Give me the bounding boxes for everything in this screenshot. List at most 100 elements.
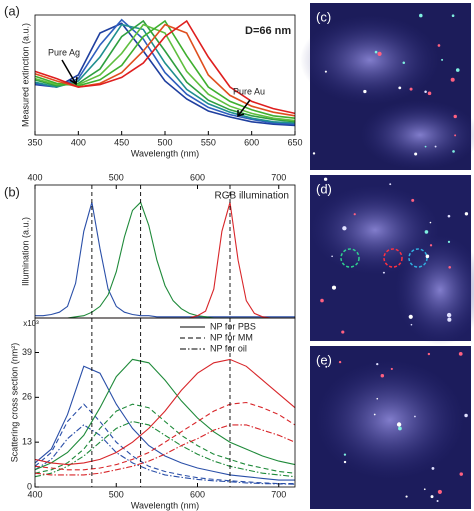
particles: [312, 13, 469, 503]
particle: [446, 312, 452, 318]
particle: [382, 271, 385, 274]
particle: [312, 152, 316, 155]
panel-label: (d): [316, 181, 332, 196]
annotation: RGB illumination: [215, 191, 289, 202]
x-tick-label: 700: [271, 172, 286, 182]
x-tick-label: 400: [71, 137, 86, 147]
particle: [452, 150, 455, 153]
x-tick-label: 700: [271, 489, 286, 499]
particle: [373, 413, 376, 416]
particle: [453, 114, 457, 119]
series-line: [34, 420, 296, 478]
particle: [363, 89, 367, 94]
particle: [425, 254, 430, 259]
x-tick-label: 500: [109, 172, 124, 182]
particle: [434, 145, 437, 148]
y-tick-label: 0: [27, 481, 32, 491]
particle: [320, 298, 324, 303]
particle: [436, 500, 439, 503]
particle: [441, 58, 444, 61]
y-tick-label: 13: [22, 437, 32, 447]
particle: [429, 221, 432, 224]
annotation: Pure Au: [233, 86, 265, 96]
annotation: D=66 nm: [245, 25, 291, 37]
particle: [419, 13, 423, 18]
particle: [331, 285, 337, 290]
particle: [343, 460, 347, 464]
particle: [464, 212, 469, 216]
y-tick-label: 26: [22, 392, 32, 402]
legend-label: NP for oil: [210, 343, 247, 353]
particle: [398, 86, 402, 90]
particle: [429, 244, 433, 247]
particle: [423, 488, 426, 491]
annotation: Pure Ag: [48, 47, 80, 57]
x-tick-label: 600: [190, 489, 205, 499]
micrograph-e: [310, 346, 471, 509]
particle: [338, 360, 342, 364]
particle: [414, 415, 416, 418]
arrow: [61, 59, 78, 86]
particle: [396, 422, 402, 427]
x-tick-label: 500: [109, 489, 124, 499]
series-line: [34, 403, 295, 485]
series-line: [35, 202, 295, 319]
x-tick-label: 350: [27, 137, 42, 147]
particle: [374, 50, 378, 54]
series-line: [35, 202, 295, 318]
plot-frame: [34, 317, 296, 488]
particle: [424, 230, 429, 234]
panel-label: (b): [4, 184, 20, 199]
particle: [380, 374, 385, 378]
series-line: [34, 23, 296, 122]
series-line: [34, 365, 295, 481]
x-axis-label: Wavelength (nm): [131, 148, 199, 158]
y-multiplier: x10³: [23, 319, 39, 328]
y-axis-label: Scattering cross section (nm²): [9, 343, 19, 463]
particle: [459, 472, 463, 476]
panel-label: (c): [316, 9, 331, 24]
y-axis-label: Illumination (a.u.): [20, 217, 30, 286]
particle: [331, 255, 333, 258]
particle: [464, 413, 468, 418]
panel-label: (a): [4, 3, 20, 18]
series-line: [34, 18, 296, 125]
particle: [398, 426, 402, 431]
series-line: [34, 424, 296, 476]
particle: [376, 397, 379, 400]
plot-frame: [34, 184, 296, 319]
particle: [448, 265, 452, 269]
particle: [342, 226, 347, 231]
y-tick-label: 39: [22, 347, 32, 357]
y-axis-label: Measured extinction (a.u.): [20, 23, 30, 127]
series-line: [34, 401, 296, 471]
micrograph-c: [300, 3, 474, 170]
arrow: [237, 99, 251, 118]
particle: [323, 177, 328, 181]
x-axis-label: Wavelength (nm): [131, 500, 199, 510]
particle: [377, 51, 382, 56]
series-line: [34, 23, 296, 124]
panel-label: (e): [316, 352, 332, 367]
particle: [414, 152, 418, 156]
legend-label: NP for MM: [210, 332, 253, 342]
particle: [447, 240, 451, 244]
x-tick-label: 550: [201, 137, 216, 147]
particle: [458, 352, 463, 356]
particle: [447, 317, 452, 322]
particle: [324, 70, 327, 73]
particle: [405, 495, 408, 498]
x-tick-label: 400: [27, 489, 42, 499]
x-tick-label: 650: [287, 137, 302, 147]
particle: [353, 213, 356, 216]
series-line: [35, 201, 295, 319]
x-tick-label: 450: [114, 137, 129, 147]
series-line: [34, 424, 296, 485]
particle: [455, 68, 460, 72]
particle: [451, 14, 455, 18]
series-line: [34, 22, 296, 127]
x-tick-label: 600: [244, 137, 259, 147]
particle: [430, 495, 434, 499]
particle: [410, 323, 413, 326]
